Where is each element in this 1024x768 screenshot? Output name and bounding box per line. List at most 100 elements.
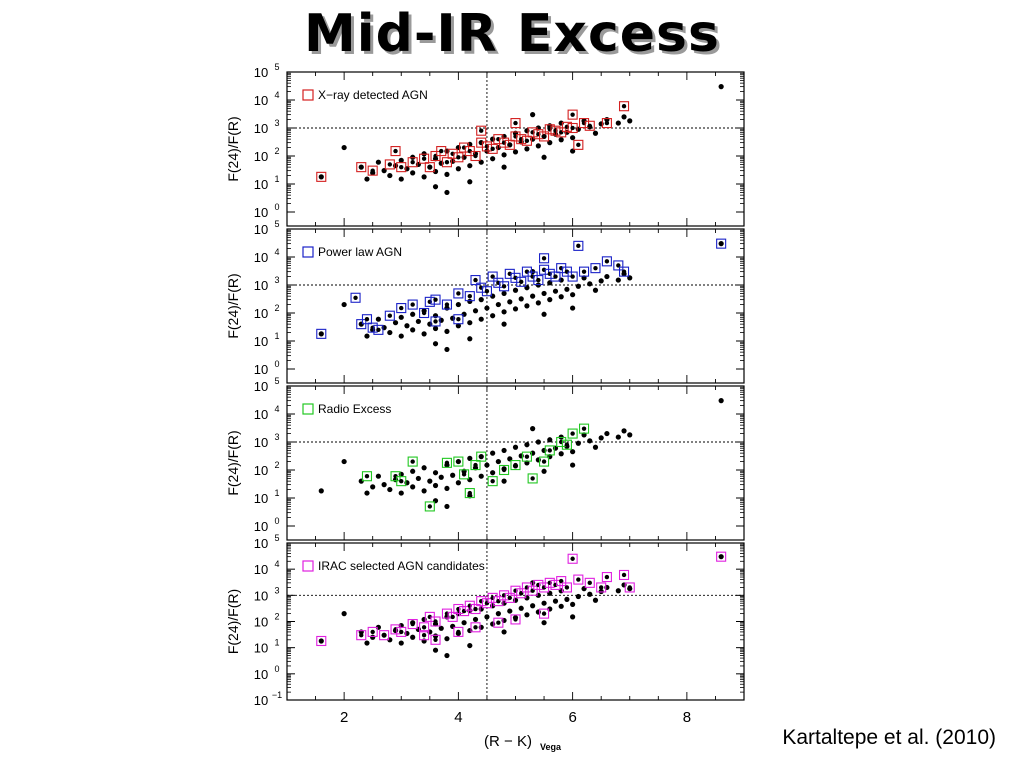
background-point: [598, 121, 604, 127]
background-point: [438, 160, 444, 166]
background-point: [535, 439, 541, 445]
highlight-point-square: [716, 551, 727, 562]
highlight-point-dot: [490, 146, 495, 152]
background-point: [472, 616, 479, 623]
background-point: [524, 128, 530, 134]
highlight-point-square: [493, 134, 504, 145]
y-tick-label: 10: [254, 278, 268, 293]
background-point: [438, 474, 444, 480]
background-point: [495, 611, 501, 617]
y-tick-label: 10: [254, 693, 268, 708]
background-point: [467, 320, 473, 326]
highlight-point-square: [396, 303, 407, 314]
highlight-point-dot: [541, 459, 547, 464]
y-axis-label: F(24)/F(R): [225, 116, 241, 181]
highlight-point-dot: [387, 162, 393, 167]
highlight-point-square: [356, 162, 367, 173]
highlight-point-dot: [570, 112, 575, 117]
highlight-point-dot: [410, 621, 415, 627]
highlight-point-square: [430, 616, 441, 627]
highlight-point-dot: [627, 585, 632, 590]
background-point: [501, 629, 507, 635]
highlight-point-square: [470, 275, 481, 286]
y-tick-label: 10: [254, 121, 268, 136]
highlight-point-dot: [319, 638, 324, 644]
y-tick-label: 10: [254, 562, 268, 577]
highlight-point-square: [476, 451, 487, 462]
highlight-point-square: [556, 436, 567, 448]
background-point: [387, 329, 393, 336]
highlight-point-dot: [598, 585, 604, 590]
background-point: [387, 172, 393, 179]
highlight-point-dot: [718, 554, 724, 559]
background-point: [432, 184, 439, 190]
highlight-point-dot: [433, 319, 438, 324]
background-point: [518, 453, 524, 459]
highlight-point-square: [578, 118, 590, 129]
background-point: [524, 442, 530, 448]
highlight-point-square: [533, 275, 544, 286]
highlight-point-square: [493, 596, 504, 607]
highlight-point-dot: [496, 620, 501, 625]
y-tick-exponent: 2: [274, 146, 279, 156]
y-tick-label: 10: [254, 222, 268, 237]
highlight-point-square: [430, 294, 441, 305]
highlight-point-square: [533, 129, 544, 140]
background-point: [364, 490, 370, 496]
background-point: [450, 623, 456, 629]
highlight-point-dot: [576, 577, 581, 582]
highlight-point-square: [316, 328, 327, 339]
background-point: [530, 293, 536, 299]
highlight-point-dot: [456, 629, 461, 635]
y-tick-label: 10: [254, 463, 268, 478]
highlight-point-square: [453, 314, 464, 325]
highlight-point-square: [550, 271, 561, 282]
highlight-point-square: [544, 577, 555, 588]
highlight-point-dot: [553, 274, 558, 279]
highlight-point-square: [447, 148, 458, 159]
background-point: [444, 636, 450, 642]
background-point: [518, 605, 524, 611]
highlight-point-square: [601, 256, 612, 267]
highlight-point-dot: [587, 580, 592, 586]
background-point: [410, 484, 416, 490]
highlight-point-square: [510, 118, 521, 129]
background-point: [575, 283, 581, 289]
highlight-point-square: [533, 579, 544, 590]
y-tick-exponent: 1: [274, 638, 279, 648]
highlight-point-dot: [364, 317, 370, 322]
highlight-point-dot: [473, 277, 478, 283]
highlight-point-square: [470, 460, 481, 471]
highlight-point-square: [527, 585, 538, 596]
background-point: [507, 299, 513, 305]
highlight-point-square: [527, 473, 538, 484]
background-point: [570, 135, 576, 141]
highlight-point-dot: [399, 629, 404, 635]
highlight-point-square: [373, 324, 384, 335]
legend-label: IRAC selected AGN candidates: [318, 559, 485, 573]
background-point: [495, 301, 501, 308]
y-tick-label: 10: [254, 407, 268, 422]
y-tick-exponent: 4: [274, 404, 279, 414]
background-point: [530, 112, 536, 118]
highlight-point-square: [578, 266, 590, 277]
background-point: [615, 588, 621, 594]
highlight-point-square: [430, 634, 441, 645]
highlight-point-square: [556, 127, 567, 138]
highlight-point-square: [590, 263, 601, 274]
highlight-point-square: [539, 253, 550, 264]
highlight-point-dot: [581, 269, 587, 274]
background-point: [472, 308, 479, 314]
highlight-point-square: [481, 286, 492, 297]
background-point: [570, 449, 576, 455]
background-point: [587, 438, 593, 444]
highlight-point-square: [419, 630, 430, 641]
background-point: [621, 428, 627, 434]
x-tick-label: 8: [683, 709, 691, 726]
highlight-point-square: [539, 456, 550, 467]
background-point: [718, 398, 724, 404]
y-tick-exponent: 1: [274, 488, 279, 498]
highlight-point-square: [384, 310, 395, 321]
highlight-point-square: [453, 152, 464, 163]
highlight-point-square: [573, 240, 584, 251]
